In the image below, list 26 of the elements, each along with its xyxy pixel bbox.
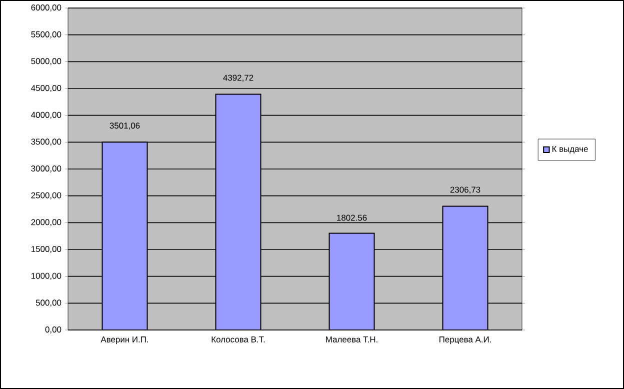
- y-tick-label: 4000,00: [31, 112, 62, 119]
- y-tick-label: 6000,00: [31, 4, 62, 12]
- bar: [442, 206, 488, 330]
- y-tick-label: 0,00: [45, 326, 62, 334]
- text: 4392,72: [223, 74, 254, 82]
- y-tick-label: 1500,00: [32, 246, 62, 253]
- y-tick-label: 5000,00: [31, 58, 62, 66]
- y-tick-label: 2000,00: [31, 219, 62, 226]
- y-tick-label: 2500,00: [31, 192, 62, 200]
- x-tick-label: Перцева А.И.: [439, 336, 491, 344]
- y-tick-label: 1000,00: [32, 272, 62, 280]
- x-tick-label: Колосова В.Т.: [212, 336, 265, 342]
- y-tick-label: 3500,00: [31, 138, 62, 146]
- bar: [328, 232, 375, 330]
- legend-label: К выдаче: [552, 146, 588, 154]
- y-tick-label: 5500,00: [31, 31, 62, 38]
- x-tick-label: Аверин И.П.: [100, 336, 148, 344]
- text: 1802.56: [337, 214, 367, 221]
- bar: [215, 94, 262, 330]
- text: 3501,06: [110, 122, 140, 130]
- y-tick-label: 500,00: [36, 300, 62, 307]
- text: 2306,73: [450, 186, 480, 194]
- y-tick-label: 3000,00: [31, 166, 62, 172]
- x-tick-label: Малеева Т.Н.: [326, 336, 378, 342]
- y-tick-label: 4500,00: [31, 85, 62, 92]
- bar: [102, 142, 148, 330]
